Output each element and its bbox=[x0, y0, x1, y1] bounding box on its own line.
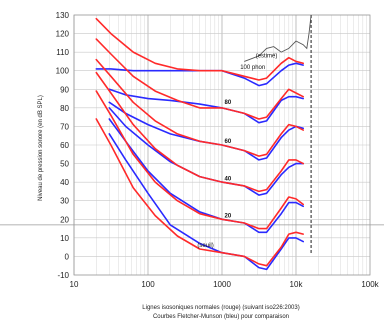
threshold-line-group bbox=[244, 14, 312, 255]
curve-annotation: (estimé) bbox=[256, 54, 278, 60]
y-tick-label: 50 bbox=[60, 160, 69, 169]
x-tick-label: 100 bbox=[141, 280, 155, 289]
curve-annotation: 80 bbox=[225, 100, 232, 106]
x-tick-label: 10 bbox=[70, 280, 79, 289]
y-tick-label: 90 bbox=[60, 85, 69, 94]
curve-annotation: (seuil) bbox=[197, 243, 213, 249]
y-tick-label: 120 bbox=[56, 30, 70, 39]
y-tick-label: 60 bbox=[60, 141, 69, 150]
curve-annotation: 40 bbox=[225, 176, 232, 182]
curves-group bbox=[95, 17, 305, 271]
y-tick-label: 110 bbox=[56, 48, 69, 57]
curve-annotation: 20 bbox=[225, 213, 232, 219]
y-axis-label: Niveau de pression sonore (en dB SPL) bbox=[38, 95, 44, 201]
y-tick-label: 20 bbox=[60, 215, 69, 224]
x-axis-sublabel: Courbes Fletcher-Munson (bleu) pour comp… bbox=[153, 314, 289, 320]
curve-annotation: 100 phon bbox=[240, 65, 265, 71]
y-tick-label: 40 bbox=[60, 178, 69, 187]
y-tick-label: -10 bbox=[57, 271, 69, 280]
iso-curve-0 bbox=[95, 118, 305, 267]
fletcher-curve-100 bbox=[95, 62, 305, 87]
iso-curve-100 bbox=[95, 17, 305, 81]
y-tick-label: 80 bbox=[60, 104, 69, 113]
curve-annotation: 60 bbox=[225, 139, 232, 145]
curve-annotations: (estimé) 100 phon 80 60 40 20 (seuil) bbox=[197, 54, 277, 249]
y-tick-label: 0 bbox=[65, 252, 70, 261]
estimated-line bbox=[244, 14, 312, 62]
x-tick-label: 1000 bbox=[213, 280, 231, 289]
y-tick-label: 100 bbox=[56, 67, 70, 76]
iso-curve-20 bbox=[95, 90, 305, 230]
x-tick-labels: 10 100 1000 10k 100k bbox=[70, 280, 380, 289]
y-tick-label: 70 bbox=[60, 122, 69, 131]
y-tick-label: 30 bbox=[60, 197, 69, 206]
x-tick-label: 10k bbox=[290, 280, 304, 289]
y-tick-label: 10 bbox=[60, 234, 69, 243]
plot-frame bbox=[73, 14, 371, 276]
x-axis-label: Lignes isosoniques normales (rouge) (sui… bbox=[142, 305, 299, 311]
iso-curve-80 bbox=[95, 38, 305, 120]
x-tick-label: 100k bbox=[361, 280, 379, 289]
iso-curve-40 bbox=[95, 71, 305, 193]
y-tick-label: 130 bbox=[56, 11, 70, 20]
iso-curve-60 bbox=[95, 58, 305, 157]
